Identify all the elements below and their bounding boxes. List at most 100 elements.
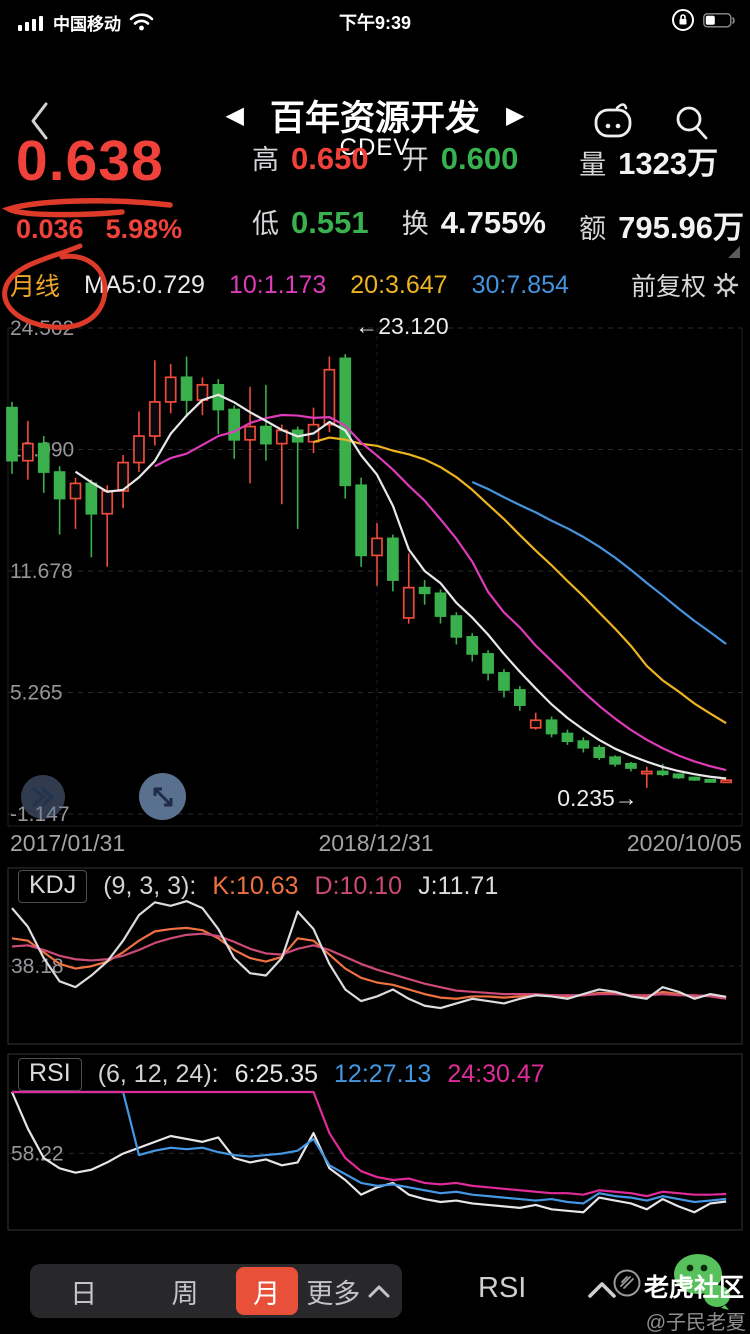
quote-stats: 高 0.650 开 0.600 量 1323万 低 0.551 换 4.755% 额 795… [252,128,750,256]
next-stock-icon[interactable]: ▶ [506,101,525,129]
price-change: 0.036 5.98% [16,214,182,245]
y-axis-label: 58.22 [11,1142,64,1165]
candle[interactable] [148,401,161,437]
candle[interactable] [260,425,272,445]
candle[interactable] [577,740,590,749]
candle[interactable] [69,482,82,500]
kdj-panel[interactable]: 38.18 [0,860,750,1050]
tiger-community-logo-icon [613,1269,641,1297]
candle[interactable] [387,537,399,581]
ma5-label: MA5:0.729 [84,270,205,299]
candle[interactable] [371,537,383,557]
date-middle: 2018/12/31 [318,830,434,856]
candle[interactable] [688,776,701,781]
rsi24-value: 24:30.47 [447,1060,545,1088]
nav-bar: ◀ 百年资源开发 ▶ CDEV [0,44,750,161]
candle[interactable] [339,357,352,487]
candle[interactable] [22,442,34,462]
y-axis-label: 11.678 [10,560,73,583]
candle[interactable] [450,615,463,638]
y-axis-label: 38.18 [11,955,64,978]
kdj-j-value: J:11.71 [418,872,499,900]
ma5-line [74,393,727,780]
back-icon[interactable] [28,100,52,142]
candle[interactable] [640,770,653,775]
stat-high: 高 0.650 [252,140,369,176]
tab-more[interactable]: 更多 [298,1267,399,1315]
candle[interactable] [37,442,50,473]
orientation-lock-icon [672,9,694,31]
expand-chart-button[interactable] [139,773,186,820]
candle[interactable] [6,406,18,462]
gear-icon[interactable] [712,271,740,299]
j-line [11,900,727,1010]
ma10-line [154,413,727,772]
chevron-up-icon [368,1285,390,1298]
ma30-label: 30:7.854 [471,270,569,299]
y-axis-label: 24.502 [10,317,74,340]
high-marker: ←23.120 [355,313,448,339]
candle[interactable] [545,719,558,735]
kdj-indicator-box[interactable]: KDJ [18,870,88,903]
stock-title: 百年资源开发 [269,99,480,138]
candle[interactable] [720,779,733,784]
candle[interactable] [513,689,526,706]
pane-indicator-label[interactable]: RSI [478,1272,527,1304]
battery-icon [703,12,735,28]
candle[interactable] [228,408,241,441]
candle[interactable] [593,746,606,759]
candle[interactable] [101,490,114,515]
indicator-chevron-up-icon[interactable] [586,1280,618,1300]
ma20-line [313,436,727,725]
prev-stock-icon[interactable]: ◀ [225,101,244,129]
candle[interactable] [402,586,415,619]
candle[interactable] [117,461,129,492]
tab-daily[interactable]: 日 [70,1278,98,1309]
adjust-mode-button[interactable]: 前复权 [631,267,740,303]
carrier-label: 中国移动 [53,14,121,34]
candle[interactable] [85,482,98,515]
candle[interactable] [609,756,621,765]
rsi-panel[interactable]: 58.22 [0,1048,750,1240]
d-line [11,932,727,1000]
wechat-icon [674,1254,730,1310]
rsi6-value: 6:25.35 [234,1060,319,1088]
kdj-d-value: D:10.10 [314,872,403,900]
robot-assistant-icon[interactable] [588,96,638,146]
period-label[interactable]: 月线 [10,273,61,301]
candle[interactable] [434,592,447,617]
candle[interactable] [704,778,717,783]
fast-forward-button[interactable] [21,775,65,819]
watermark-user: @子民老夏 [645,1312,746,1334]
candle[interactable] [466,636,479,655]
quote-expand-indicator [728,246,740,258]
rsi-indicator-box[interactable]: RSI [18,1058,82,1091]
rsi12-value: 12:27.13 [334,1060,432,1088]
candle[interactable] [498,672,510,691]
candle[interactable] [561,732,574,742]
candle[interactable] [418,586,431,595]
candle[interactable] [625,762,637,769]
candle[interactable] [672,773,685,779]
chart-header: 月线 MA5:0.729 10:1.173 20:3.647 30:7.854 … [0,262,750,308]
search-icon[interactable] [670,102,714,146]
candle[interactable] [656,770,669,776]
candle[interactable] [53,471,66,500]
tab-weekly[interactable]: 周 [171,1278,199,1309]
tab-monthly[interactable]: 月 [235,1267,298,1315]
candle[interactable] [529,719,542,729]
kdj-params: (9, 3, 3): [103,872,197,900]
candle[interactable] [164,376,177,403]
candle[interactable] [244,425,256,441]
candlestick-chart[interactable]: 24.50218.09011.6785.265-1.147←23.1200.23… [0,308,750,828]
candle[interactable] [133,435,145,464]
candle[interactable] [323,368,336,426]
last-price: 0.638 [16,129,164,193]
change-percent: 5.98% [105,214,183,244]
candle[interactable] [482,653,494,674]
candle[interactable] [355,484,367,557]
status-time: 下午9:39 [338,13,412,33]
candle[interactable] [180,376,193,401]
wifi-icon [129,13,154,31]
